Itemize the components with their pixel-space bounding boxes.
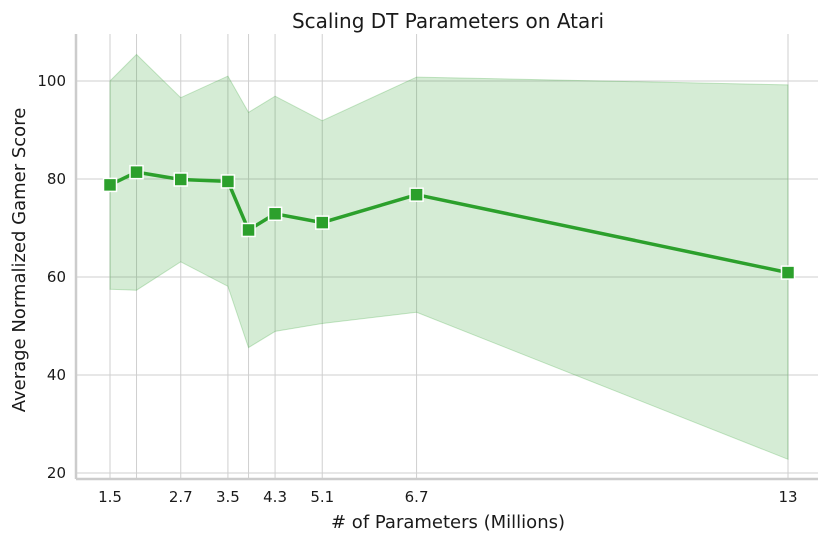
data-point-0 [102, 177, 118, 193]
confidence-band [109, 53, 789, 461]
data-point-5 [267, 206, 283, 222]
x-tick-label-3: 4.3 [263, 488, 287, 506]
data-point-3 [220, 174, 236, 189]
y-tick-label-2: 60 [47, 268, 66, 286]
data-point-6 [314, 215, 330, 230]
y-tick-label-4: 100 [37, 72, 66, 90]
data-point-7 [409, 187, 424, 202]
y-axis-label: Average Normalized Gamer Score [9, 108, 30, 413]
x-tick-label-5: 6.7 [405, 488, 429, 506]
data-point-8 [780, 265, 796, 280]
x-tick-label-6: 13 [778, 488, 797, 506]
x-tick-label-2: 3.5 [216, 488, 240, 506]
y-tick-label-0: 20 [47, 464, 66, 482]
x-tick-label-0: 1.5 [98, 488, 122, 506]
axes-spines [74, 34, 818, 481]
data-point-1 [129, 164, 144, 180]
confidence-band-area [109, 53, 789, 461]
y-tick-label-3: 80 [47, 170, 66, 188]
x-tick-label-4: 5.1 [310, 488, 334, 506]
x-tick-labels: 1.5 2.7 3.5 4.3 5.1 6.7 13 [98, 488, 797, 506]
chart-title: Scaling DT Parameters on Atari [292, 9, 604, 33]
y-tick-labels: 20 40 60 80 100 [37, 72, 66, 482]
markers [102, 164, 796, 280]
y-tick-label-1: 40 [47, 366, 66, 384]
grid [76, 34, 818, 479]
data-point-4 [241, 222, 256, 238]
data-point-2 [173, 172, 188, 187]
x-axis-label: # of Parameters (Millions) [331, 512, 565, 533]
x-tick-label-1: 2.7 [169, 488, 193, 506]
